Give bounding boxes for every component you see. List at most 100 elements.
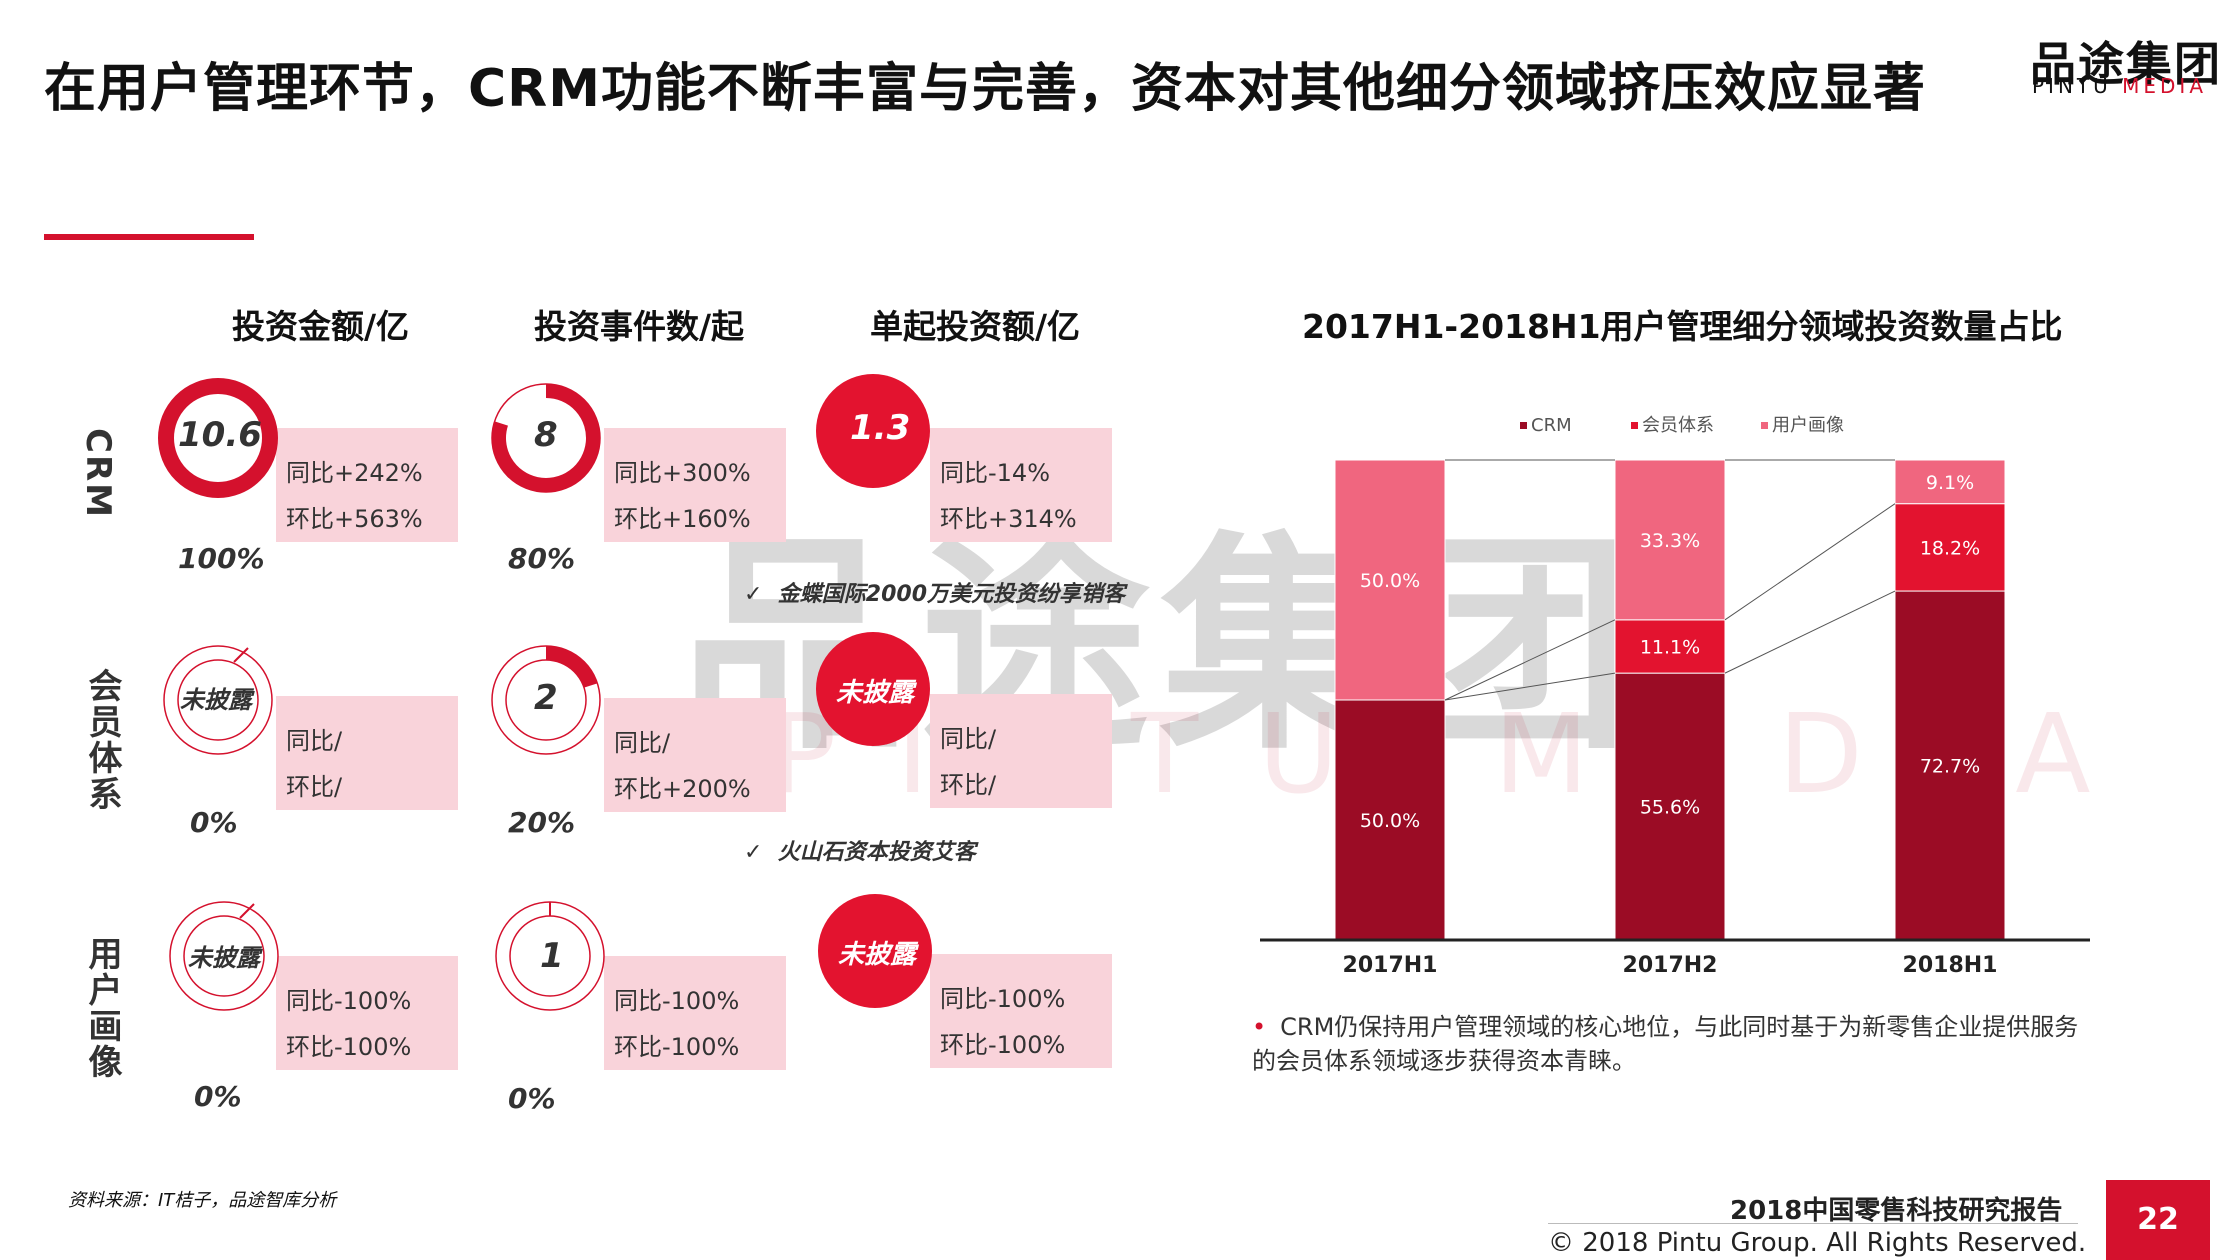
row-label-crm: CRM: [78, 428, 118, 519]
report-name: 2018中国零售科技研究报告: [1730, 1196, 2063, 1226]
bar-label: 72.7%: [1920, 756, 1980, 778]
donut-crm-events: [486, 378, 606, 498]
bar-label: 33.3%: [1640, 530, 1700, 552]
note-deal-2: ✓ 火山石资本投资艾客: [744, 840, 976, 865]
summary-bullet: • CRM仍保持用户管理领域的核心地位，与此同时基于为新零售企业提供服务的会员体系…: [1252, 1010, 2102, 1078]
donut-value: 1: [540, 936, 564, 976]
disc-value: 未披露: [838, 940, 917, 970]
share-percent: 0%: [194, 1080, 242, 1113]
disc-value: 1.3: [850, 408, 911, 448]
qoq-text: 环比-100%: [286, 1033, 412, 1061]
connector-line: [1444, 619, 1616, 701]
share-percent: 80%: [508, 542, 576, 575]
bar-label: 55.6%: [1640, 797, 1700, 819]
logo-en-pintu: PINTU: [2032, 74, 2112, 98]
growth-box: 同比/环比/: [930, 694, 1112, 808]
share-percent: 0%: [190, 806, 238, 839]
growth-box: 同比-100% 环比-100%: [604, 956, 786, 1070]
bar-segment: [1614, 619, 1726, 674]
growth-box: 同比-100% 环比-100%: [930, 954, 1112, 1068]
disc-crm-per-deal: [816, 374, 930, 488]
stacked-bar-chart: CRM 会员体系 用户画像 50.0% 50.0% 2017H1 55.6% 11.1% 33.…: [1260, 415, 2090, 978]
bar-label: 50.0%: [1360, 810, 1420, 832]
row-label-portrait: 用户画像: [82, 936, 122, 1080]
qoq-text: 环比/: [940, 771, 997, 799]
growth-box: 同比/环比+200%: [604, 698, 786, 812]
qoq-text: 环比+563%: [286, 505, 423, 533]
qoq-text: 环比+314%: [940, 505, 1077, 533]
donut-member-events: [486, 640, 606, 760]
donut-portrait-events: [490, 896, 610, 1016]
legend-label: 用户画像: [1772, 415, 1844, 436]
legend-swatch: [1520, 422, 1527, 429]
column-header-per-deal: 单起投资额/亿: [870, 307, 1081, 346]
bar-segment: [1894, 503, 2006, 592]
connector-line: [1444, 672, 1616, 701]
bar-segment: [1614, 459, 1726, 621]
bar-segment: [1334, 459, 1446, 701]
disc-value: 未披露: [836, 678, 915, 708]
category-label: 2018H1: [1903, 953, 1998, 978]
disc-portrait-per-deal: [818, 894, 932, 1008]
legend-label: 会员体系: [1642, 415, 1714, 436]
page-number: 22: [2106, 1180, 2210, 1260]
legend-swatch: [1761, 422, 1768, 429]
qoq-text: 环比+200%: [614, 775, 751, 803]
logo-chinese: 品途集团: [2030, 37, 2222, 91]
growth-box: 同比/环比/: [276, 696, 458, 810]
bar-label: 18.2%: [1920, 537, 1980, 559]
bar-label: 50.0%: [1360, 570, 1420, 592]
share-percent: 0%: [508, 1082, 556, 1115]
legend-swatch: [1631, 422, 1638, 429]
column-header-events: 投资事件数/起: [534, 307, 745, 346]
note-text: 金蝶国际2000万美元投资纷享销客: [777, 582, 1125, 607]
connector-line: [1724, 590, 1896, 674]
bar-segment: [1614, 672, 1726, 941]
copyright: © 2018 Pintu Group. All Rights Reserved.: [1548, 1228, 2087, 1258]
yoy-text: 同比+300%: [614, 459, 751, 487]
note-text: 火山石资本投资艾客: [777, 840, 976, 865]
page-title: 在用户管理环节，CRM功能不断丰富与完善，资本对其他细分领域挤压效应显著: [44, 59, 1926, 119]
logo-en-media: MEDIA: [2122, 74, 2208, 98]
column-header-amount: 投资金额/亿: [232, 307, 410, 346]
qoq-text: 环比-100%: [614, 1033, 740, 1061]
source-note: 资料来源：IT桔子，品途智库分析: [68, 1190, 337, 1211]
donut-member-amount: [158, 640, 278, 760]
donut-value: 未披露: [188, 944, 260, 972]
donut-value: 10.6: [178, 415, 262, 455]
category-label: 2017H1: [1343, 953, 1438, 978]
share-percent: 100%: [178, 542, 265, 575]
note-deal-1: ✓ 金蝶国际2000万美元投资纷享销客: [744, 582, 1125, 607]
yoy-text: 同比/: [940, 725, 997, 753]
category-label: 2017H2: [1623, 953, 1718, 978]
yoy-text: 同比/: [286, 727, 343, 755]
yoy-text: 同比+242%: [286, 459, 423, 487]
bullet-text: CRM仍保持用户管理领域的核心地位，与此同时基于为新零售企业提供服务的会员体系领…: [1252, 1013, 2079, 1075]
donut-arc: [545, 646, 598, 688]
growth-box: 同比-100% 环比-100%: [276, 956, 458, 1070]
yoy-text: 同比/: [614, 729, 671, 757]
title-accent-bar: [44, 234, 254, 240]
bar-segment: [1894, 459, 2006, 505]
row-label-member: 会员体系: [82, 668, 122, 812]
qoq-text: 环比-100%: [940, 1031, 1066, 1059]
growth-box: 同比+300% 环比+160%: [604, 428, 786, 542]
yoy-text: 同比-100%: [614, 987, 740, 1015]
chart-title: 2017H1-2018H1用户管理细分领域投资数量占比: [1302, 307, 2063, 346]
bar-segment: [1894, 590, 2006, 941]
growth-box: 同比-14% 环比+314%: [930, 428, 1112, 542]
donut-crm-amount: [158, 378, 278, 498]
logo-english: PINTU MEDIA: [2032, 74, 2207, 98]
connector-line: [1724, 503, 1896, 621]
yoy-text: 同比-14%: [940, 459, 1051, 487]
donut-value: 2: [534, 678, 558, 718]
donut-value: 未披露: [180, 686, 252, 714]
yoy-text: 同比-100%: [940, 985, 1066, 1013]
growth-box: 同比+242% 环比+563%: [276, 428, 458, 542]
qoq-text: 环比+160%: [614, 505, 751, 533]
qoq-text: 环比/: [286, 773, 343, 801]
bullet-dot: •: [1252, 1013, 1267, 1041]
share-percent: 20%: [508, 806, 576, 839]
footer-divider: [1548, 1223, 2078, 1224]
donut-arc: [492, 384, 600, 492]
